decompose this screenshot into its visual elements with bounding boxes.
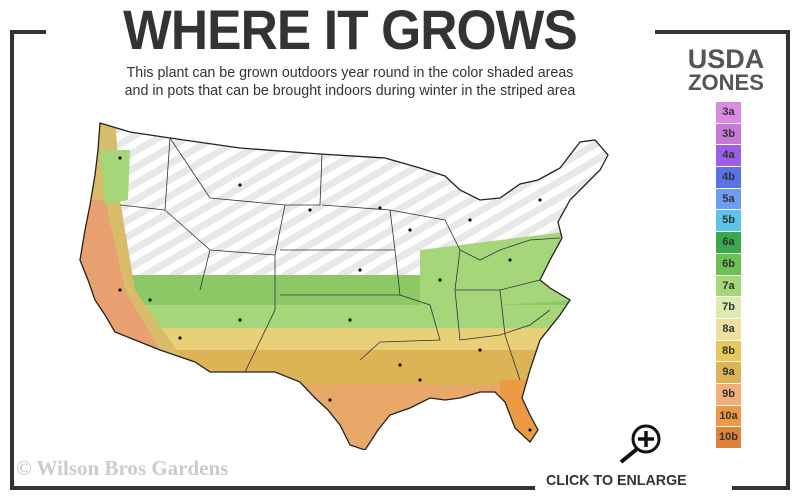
- click-to-enlarge-button[interactable]: CLICK TO ENLARGE: [546, 472, 687, 489]
- frame-right: [786, 30, 790, 490]
- zone-swatch-6a: 6a: [716, 232, 741, 253]
- legend-title: USDA ZONES: [676, 46, 776, 94]
- zone-swatch-10a: 10a: [716, 405, 741, 427]
- city-dots: [118, 156, 542, 432]
- frame-top-left: [10, 30, 46, 34]
- us-zone-map[interactable]: [60, 110, 620, 450]
- subtitle-line-2: and in pots that can be brought indoors …: [124, 82, 576, 99]
- subtitle: This plant can be grown outdoors year ro…: [56, 64, 645, 100]
- frame-bottom-right: [732, 486, 790, 490]
- zone-swatch-7b: 7b: [716, 297, 741, 318]
- frame-top-right: [655, 30, 790, 34]
- frame-left: [10, 30, 14, 490]
- zone-swatch-3b: 3b: [716, 123, 741, 145]
- state-borders: [119, 137, 561, 381]
- legend-title-zones: ZONES: [688, 70, 764, 95]
- zone-swatch-3a: 3a: [716, 102, 741, 123]
- zone-swatch-9b: 9b: [716, 383, 741, 405]
- copyright-watermark: © Wilson Bros Gardens: [16, 456, 229, 480]
- magnifier-plus-icon[interactable]: [616, 422, 666, 464]
- legend-title-usda: USDA: [687, 44, 765, 74]
- zone-swatch-5b: 5b: [716, 210, 741, 232]
- frame-bottom-left: [10, 486, 535, 490]
- zone-swatch-8a: 8a: [716, 318, 741, 340]
- zone-swatch-4b: 4b: [716, 167, 741, 188]
- zone-swatch-7a: 7a: [716, 275, 741, 297]
- zone-swatch-10b: 10b: [716, 427, 741, 448]
- zone-swatch-8b: 8b: [716, 340, 741, 362]
- zone-swatch-9a: 9a: [716, 362, 741, 383]
- page-title: WHERE IT GROWS: [123, 0, 578, 61]
- subtitle-line-1: This plant can be grown outdoors year ro…: [126, 64, 574, 81]
- zone-swatch-4a: 4a: [716, 145, 741, 167]
- map-fill: [80, 123, 608, 450]
- zone-swatch-5a: 5a: [716, 188, 741, 210]
- zone-swatch-6b: 6b: [716, 253, 741, 275]
- zone-legend: 3a 3b 4a 4b 5a 5b 6a 6b 7a 7b 8a 8b 9a 9b 10a 10b: [716, 102, 741, 449]
